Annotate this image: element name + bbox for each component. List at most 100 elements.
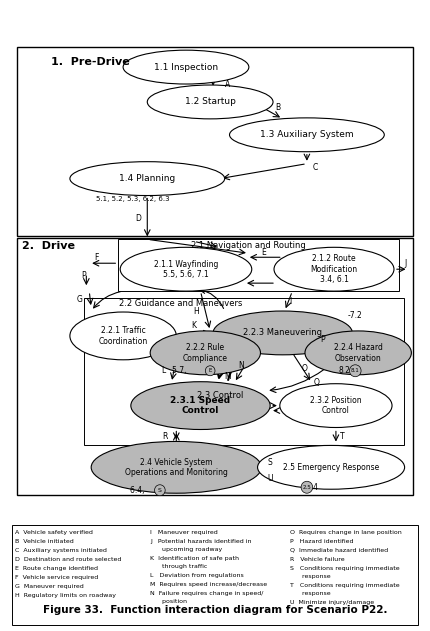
Text: 2.2 Guidance and Maneuvers: 2.2 Guidance and Maneuvers [120,299,243,308]
Text: J: J [405,259,407,268]
Text: E: E [261,248,266,257]
FancyBboxPatch shape [17,47,413,237]
Text: 2.1.1 Wayfinding
5.5, 5.6, 7.1: 2.1.1 Wayfinding 5.5, 5.6, 7.1 [154,259,218,279]
Text: T   Conditions requiring immediate: T Conditions requiring immediate [290,583,400,588]
Ellipse shape [147,85,273,119]
Text: 8.4: 8.4 [307,483,319,492]
Ellipse shape [150,331,261,375]
Text: M  Requires speed increase/decrease: M Requires speed increase/decrease [150,582,267,587]
Ellipse shape [274,247,394,291]
FancyBboxPatch shape [17,239,413,495]
Text: B  Vehicle initiated: B Vehicle initiated [15,539,74,544]
Circle shape [154,485,165,496]
Text: O  Requires change in lane position: O Requires change in lane position [290,530,402,535]
Text: 2.4 Vehicle System
Operations and Monitoring: 2.4 Vehicle System Operations and Monito… [125,457,228,477]
Text: Q: Q [313,378,319,387]
Text: 8.1: 8.1 [351,369,359,374]
Text: 2.1.2 Route
Modification
3.4, 6.1: 2.1.2 Route Modification 3.4, 6.1 [310,254,358,284]
Ellipse shape [280,384,392,428]
Text: D  Destination and route selected: D Destination and route selected [15,557,121,562]
Text: 2.3 Control: 2.3 Control [197,391,243,399]
Text: 6.4,: 6.4, [130,486,147,495]
Circle shape [350,365,361,377]
Text: E  Route change identified: E Route change identified [15,566,98,571]
Ellipse shape [120,247,252,291]
Text: response: response [290,591,331,596]
Text: 2.3.1 Speed
Control: 2.3.1 Speed Control [170,396,230,415]
Text: 1.  Pre-Drive: 1. Pre-Drive [51,57,129,67]
Text: through traffic: through traffic [150,564,208,569]
Text: H  Regulatory limits on roadway: H Regulatory limits on roadway [15,593,116,598]
Text: B: B [275,103,280,112]
Text: T: T [341,432,345,441]
Text: Q  Immediate hazard identified: Q Immediate hazard identified [290,548,389,553]
Circle shape [206,366,215,375]
Ellipse shape [131,382,270,430]
Text: U  Minimize injury/damage: U Minimize injury/damage [290,599,375,604]
Text: D: D [135,214,141,223]
Ellipse shape [258,445,405,489]
Text: P: P [320,336,325,345]
Text: N: N [238,362,244,370]
Text: 1.4 Planning: 1.4 Planning [119,174,175,183]
Ellipse shape [91,442,261,493]
Text: 2.2.3 Maneuvering: 2.2.3 Maneuvering [243,328,322,338]
Text: R   Vehicle failure: R Vehicle failure [290,557,345,562]
Text: S   Conditions requiring immediate: S Conditions requiring immediate [290,566,400,571]
Ellipse shape [305,331,412,375]
Text: 2.2.1 Traffic
Coordination: 2.2.1 Traffic Coordination [98,326,148,346]
Text: -7.2: -7.2 [347,312,362,321]
Text: 1.1 Inspection: 1.1 Inspection [154,62,218,71]
Text: Figure 33.  Function interaction diagram for Scenario P22.: Figure 33. Function interaction diagram … [43,604,387,615]
Text: P   Hazard identified: P Hazard identified [290,539,354,544]
Text: 1.3 Auxiliary System: 1.3 Auxiliary System [260,130,354,139]
Text: C: C [313,163,318,172]
Text: R: R [162,432,167,441]
Text: S: S [268,458,273,467]
FancyBboxPatch shape [12,525,418,625]
Ellipse shape [123,50,249,84]
Text: P: P [82,271,86,280]
Ellipse shape [70,162,224,196]
Text: N  Failure requires change in speed/: N Failure requires change in speed/ [150,591,264,596]
Text: 2.2.2 Rule
Compliance: 2.2.2 Rule Compliance [183,343,228,363]
Text: M: M [224,372,231,381]
Text: H: H [193,307,199,316]
FancyBboxPatch shape [118,239,399,291]
Text: O: O [302,364,308,374]
Text: G  Maneuver required: G Maneuver required [15,584,83,589]
FancyBboxPatch shape [84,298,404,445]
Text: 2.  Drive: 2. Drive [22,241,74,251]
Text: F: F [94,253,98,262]
Text: 5.7,: 5.7, [172,366,189,375]
Text: G: G [77,295,83,304]
Text: position: position [150,599,187,604]
Ellipse shape [230,118,384,151]
Text: E: E [209,369,212,374]
Text: 2.1 Navigation and Routing: 2.1 Navigation and Routing [191,241,306,251]
Text: 2.2.4 Hazard
Observation: 2.2.4 Hazard Observation [334,343,383,363]
Text: 2.5 Emergency Response: 2.5 Emergency Response [283,463,379,472]
Text: upcoming roadway: upcoming roadway [150,547,222,552]
Ellipse shape [213,311,352,355]
Text: L: L [162,366,166,375]
Text: F  Vehicle service required: F Vehicle service required [15,575,98,580]
Text: S: S [158,488,162,493]
Text: K  Identification of safe path: K Identification of safe path [150,556,239,561]
Text: U: U [267,474,273,483]
Text: C  Auxiliary systems initiated: C Auxiliary systems initiated [15,548,107,553]
Text: I: I [289,297,292,305]
Text: A: A [225,80,230,88]
Text: 5.1, 5.2, 5.3, 6.2, 6.3: 5.1, 5.2, 5.3, 6.2, 6.3 [96,196,169,201]
Text: K: K [191,321,196,331]
Text: 2.5: 2.5 [303,485,311,490]
Ellipse shape [70,312,176,360]
Text: 1.2 Startup: 1.2 Startup [185,97,236,107]
Text: 8.2: 8.2 [338,366,350,375]
Text: J   Potential hazards identified in: J Potential hazards identified in [150,539,252,544]
Text: 2.3.2 Position
Control: 2.3.2 Position Control [310,396,362,415]
Text: A  Vehicle safety verified: A Vehicle safety verified [15,530,92,535]
Text: L   Deviation from regulations: L Deviation from regulations [150,573,244,578]
Text: response: response [290,574,331,579]
Circle shape [301,481,313,493]
